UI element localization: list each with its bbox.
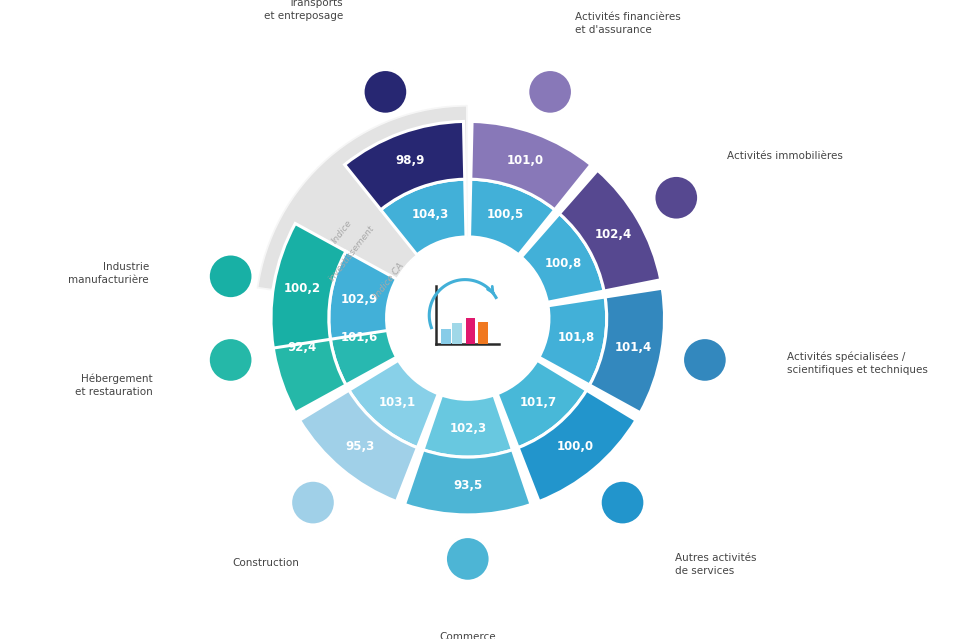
Text: 95,3: 95,3 (345, 440, 375, 453)
Text: 102,4: 102,4 (594, 227, 632, 241)
Text: 101,8: 101,8 (557, 331, 595, 344)
Circle shape (291, 480, 335, 525)
Text: Construction: Construction (233, 558, 299, 569)
Wedge shape (522, 213, 604, 302)
Circle shape (386, 237, 549, 399)
Wedge shape (381, 179, 466, 255)
Circle shape (600, 480, 645, 525)
Wedge shape (257, 105, 468, 309)
Circle shape (445, 536, 491, 581)
Wedge shape (589, 288, 665, 413)
Text: Autres activités
de services: Autres activités de services (674, 553, 756, 576)
Text: Transports
et entreposage: Transports et entreposage (264, 0, 343, 21)
Wedge shape (345, 121, 465, 210)
Wedge shape (518, 390, 636, 502)
Bar (452, 323, 462, 344)
Wedge shape (470, 121, 591, 210)
Circle shape (682, 337, 727, 383)
Wedge shape (423, 395, 512, 457)
Wedge shape (349, 360, 439, 448)
Text: 100,0: 100,0 (557, 440, 594, 453)
Text: Indice CA: Indice CA (373, 261, 406, 300)
Text: Indice: Indice (330, 218, 355, 245)
Text: 98,9: 98,9 (396, 154, 425, 167)
Text: 103,1: 103,1 (379, 396, 415, 409)
Circle shape (363, 69, 408, 114)
Text: Industrie
manufacturière: Industrie manufacturière (69, 262, 149, 285)
Text: Activités immobilières: Activités immobilières (726, 151, 842, 161)
Bar (478, 322, 488, 344)
Wedge shape (328, 297, 397, 385)
Text: 102,9: 102,9 (341, 293, 378, 305)
Wedge shape (559, 170, 661, 291)
Text: Commerce: Commerce (440, 632, 497, 639)
Wedge shape (497, 360, 586, 448)
Circle shape (527, 69, 573, 114)
Text: 93,5: 93,5 (453, 479, 482, 493)
Text: Activités financières
et d'assurance: Activités financières et d'assurance (575, 12, 681, 35)
Text: Hébergement
et restauration: Hébergement et restauration (75, 373, 153, 397)
Wedge shape (328, 251, 397, 339)
Text: 100,5: 100,5 (487, 208, 524, 221)
Text: 101,0: 101,0 (506, 154, 544, 167)
Bar (440, 328, 451, 344)
Wedge shape (539, 297, 607, 385)
Text: 100,8: 100,8 (545, 257, 582, 270)
Wedge shape (405, 450, 531, 515)
Text: 101,6: 101,6 (341, 331, 378, 344)
Text: Activités spécialisées /
scientifiques et techniques: Activités spécialisées / scientifiques e… (786, 351, 927, 374)
Wedge shape (271, 224, 346, 348)
Wedge shape (271, 288, 346, 413)
Circle shape (208, 337, 253, 383)
Text: 100,2: 100,2 (284, 282, 321, 295)
Circle shape (654, 175, 698, 220)
Text: 92,4: 92,4 (288, 341, 317, 354)
Text: 101,7: 101,7 (520, 396, 557, 409)
Text: 101,4: 101,4 (614, 341, 652, 354)
Circle shape (208, 254, 253, 299)
Wedge shape (299, 390, 417, 502)
Text: 104,3: 104,3 (412, 208, 449, 221)
Bar (466, 318, 475, 344)
Text: investissement: investissement (327, 224, 377, 283)
Text: 102,3: 102,3 (449, 422, 486, 435)
Wedge shape (469, 179, 554, 255)
